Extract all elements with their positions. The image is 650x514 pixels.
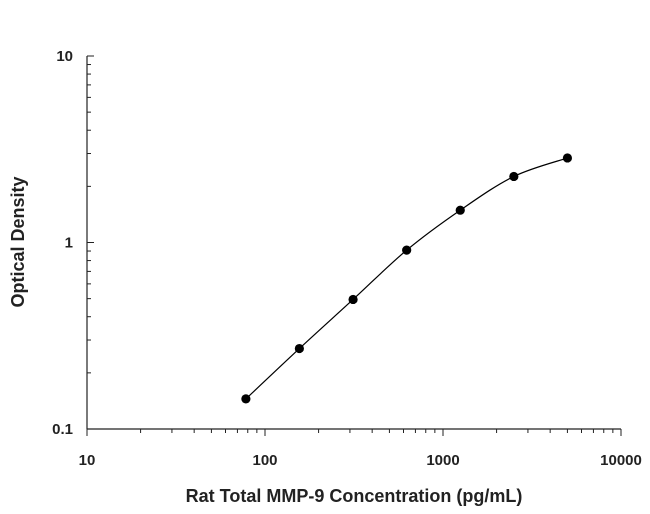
- y-tick-label: 1: [65, 235, 73, 252]
- data-point: [241, 394, 251, 404]
- data-point: [348, 294, 358, 305]
- data-point: [455, 205, 465, 215]
- axes: [86, 55, 622, 436]
- data-points: [241, 153, 573, 404]
- x-tick-label: 100: [252, 452, 277, 469]
- y-tick-label: 0.1: [52, 421, 73, 438]
- data-point: [509, 171, 519, 182]
- y-tick-label: 10: [56, 48, 73, 65]
- data-point: [402, 245, 412, 255]
- x-tick-label: 10: [79, 452, 96, 469]
- x-tick-label: 1000: [426, 452, 459, 469]
- x-axis-title: Rat Total MMP-9 Concentration (pg/mL): [186, 486, 523, 506]
- data-point: [294, 343, 304, 354]
- x-ticks: [86, 429, 622, 436]
- x-tick-label: 10000: [600, 452, 642, 469]
- data-point: [562, 153, 573, 163]
- y-axis-title: Optical Density: [8, 176, 28, 307]
- fit-curve: [245, 157, 568, 400]
- tick-labels: 10 100 1000 10000 0.1 1 10: [52, 48, 642, 469]
- y-ticks: [87, 55, 94, 430]
